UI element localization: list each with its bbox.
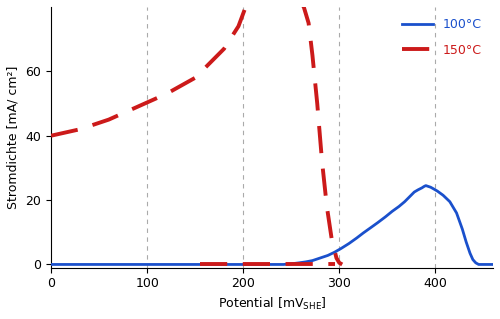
X-axis label: Potential [mV$_{\mathregular{SHE}}$]: Potential [mV$_{\mathregular{SHE}}$] <box>218 296 326 312</box>
Legend: 100°C, 150°C: 100°C, 150°C <box>396 13 487 62</box>
Y-axis label: Stromdichte [mA/ cm²]: Stromdichte [mA/ cm²] <box>7 66 20 209</box>
